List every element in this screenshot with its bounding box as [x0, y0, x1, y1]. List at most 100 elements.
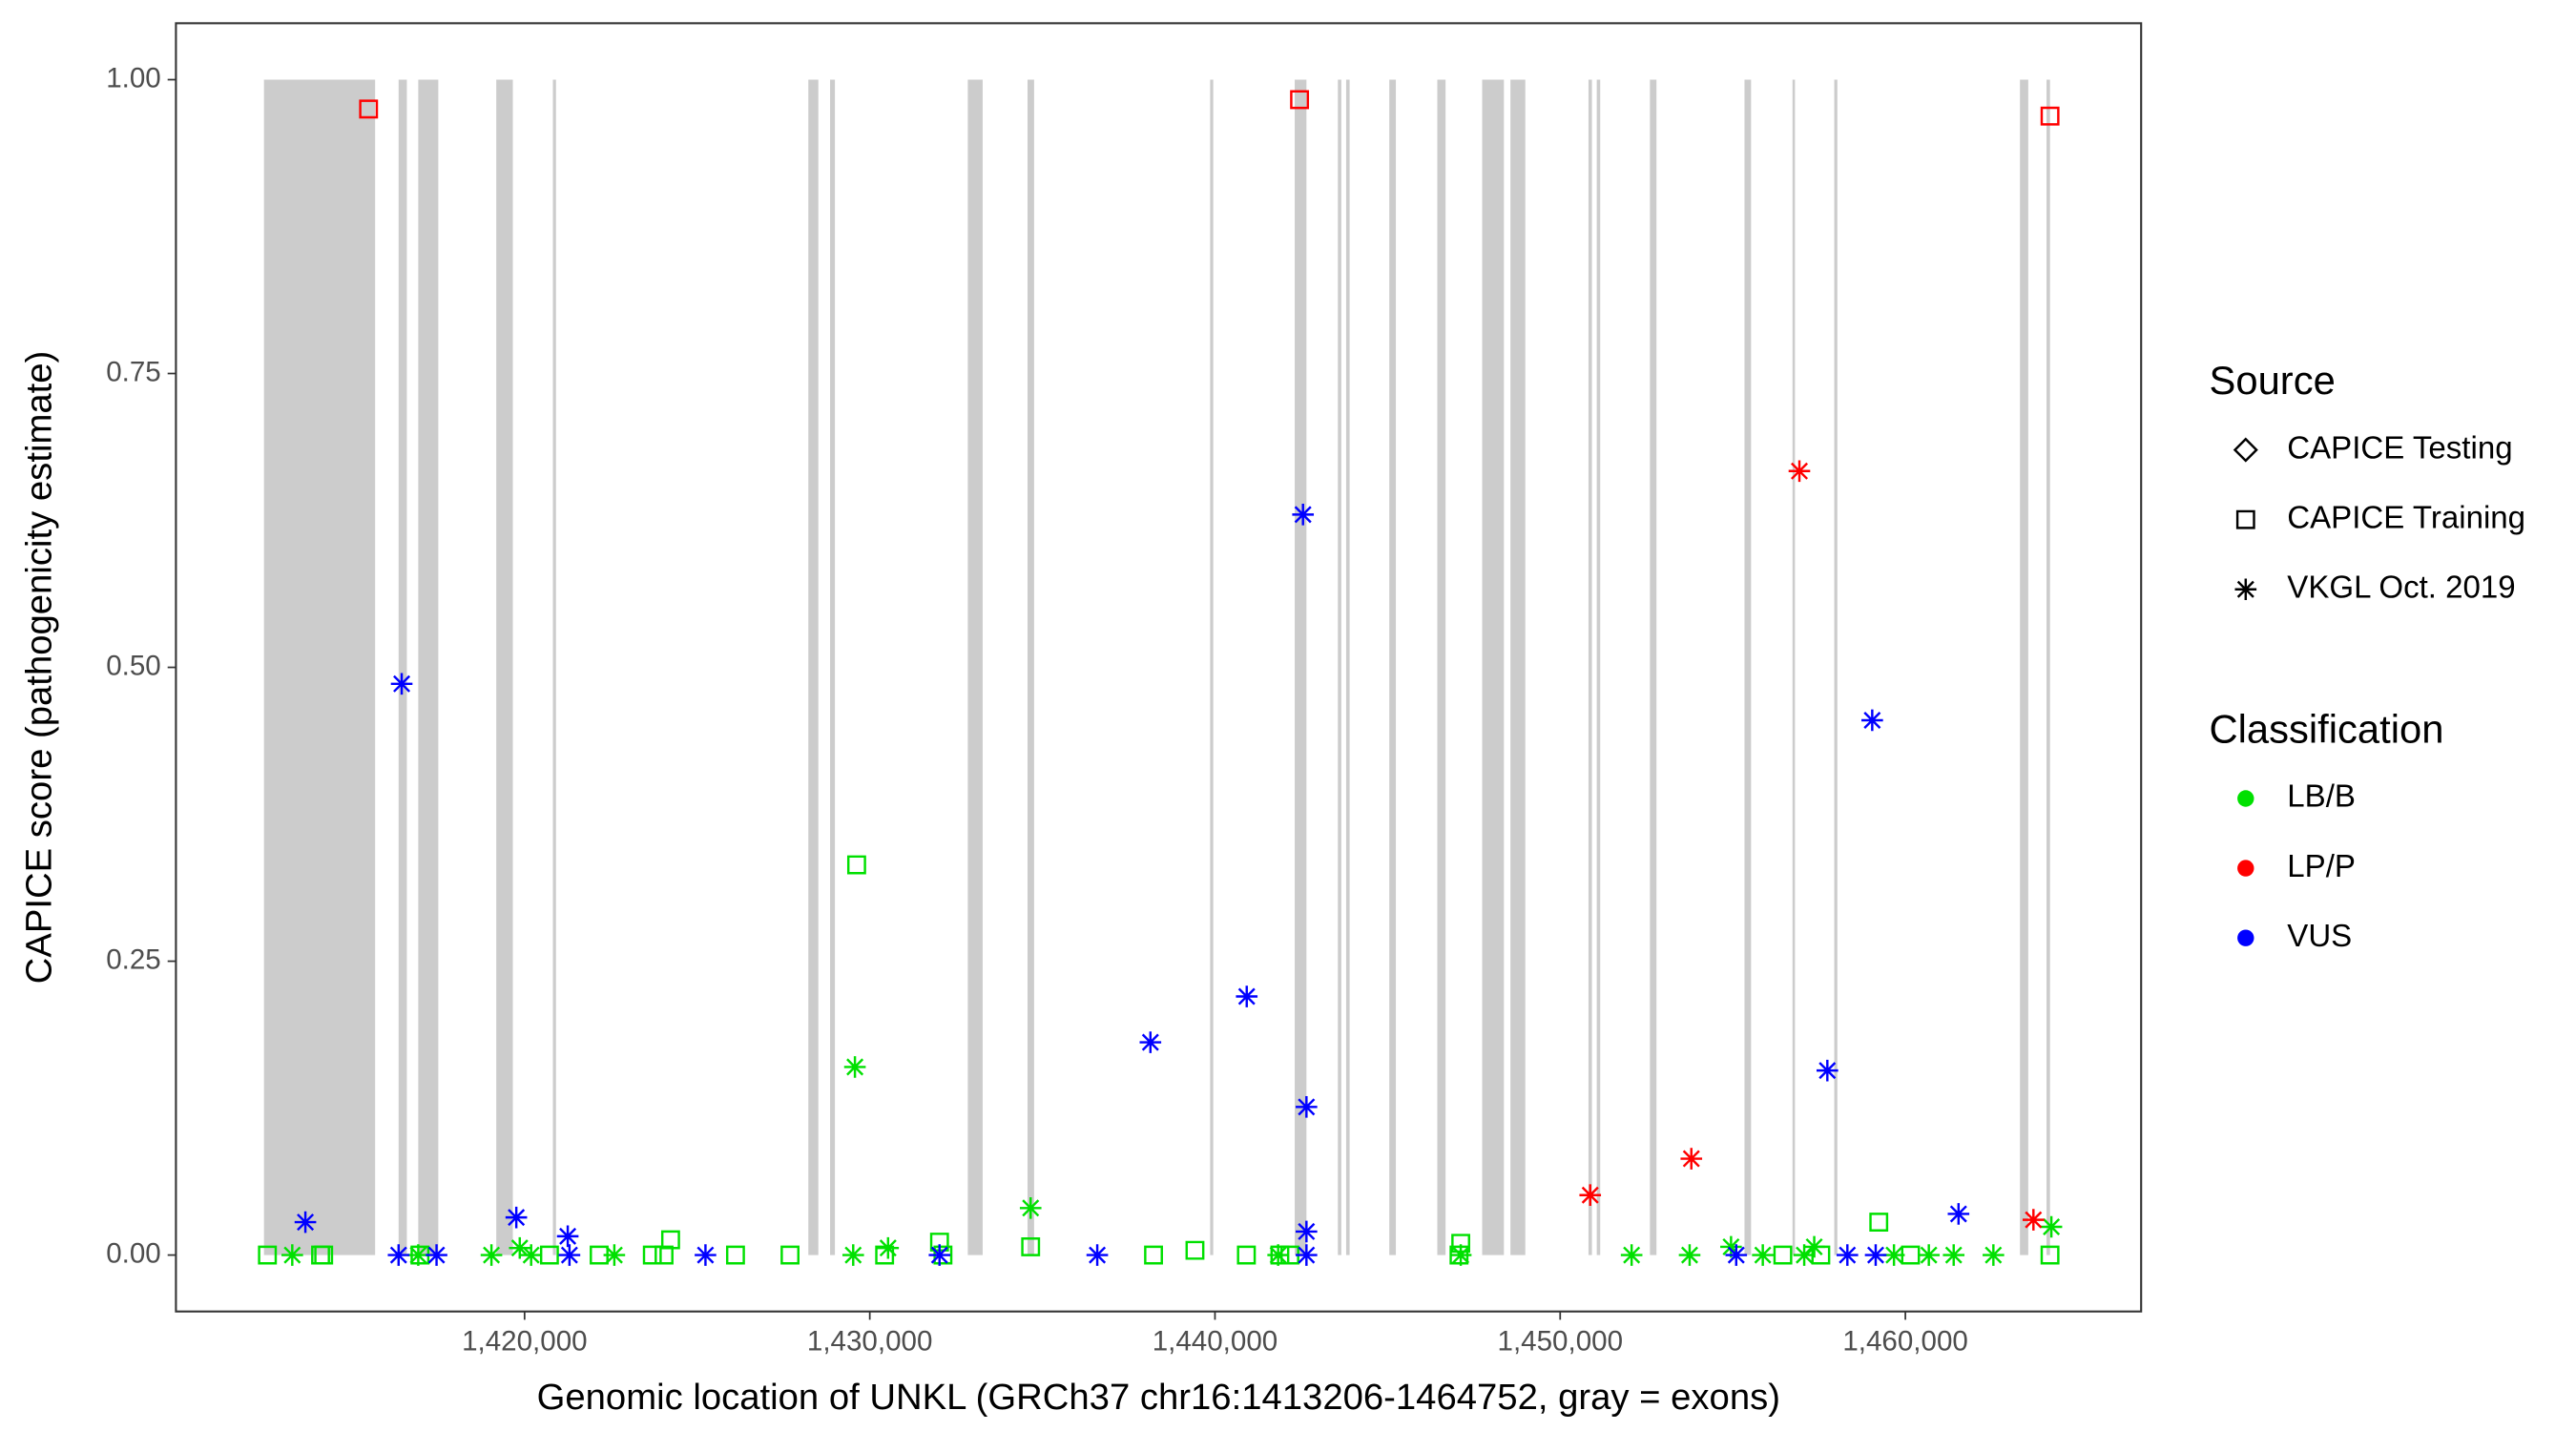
- x-axis-title: Genomic location of UNKL (GRCh37 chr16:1…: [537, 1377, 1780, 1418]
- exon: [1027, 79, 1034, 1255]
- data-point: [1942, 1244, 1965, 1266]
- data-point: [1788, 460, 1811, 483]
- data-point: [1290, 90, 1310, 110]
- exon: [418, 79, 439, 1255]
- data-point: [1773, 1245, 1793, 1265]
- data-point: [1901, 1245, 1921, 1265]
- data-point: [1267, 1244, 1289, 1266]
- legend-label: CAPICE Training: [2287, 500, 2525, 535]
- data-point: [695, 1244, 717, 1266]
- data-point: [1836, 1244, 1859, 1266]
- data-point: [1680, 1148, 1703, 1170]
- data-point: [1678, 1244, 1701, 1266]
- exon: [496, 79, 513, 1255]
- exon: [1345, 79, 1350, 1255]
- legend-label: LB/B: [2287, 779, 2356, 815]
- data-point: [390, 673, 413, 695]
- exon: [263, 79, 376, 1255]
- data-point: [841, 1244, 864, 1266]
- data-point: [1817, 1059, 1839, 1082]
- data-point: [1983, 1244, 2005, 1266]
- data-point: [846, 855, 866, 875]
- data-point: [1947, 1203, 1970, 1225]
- exon: [1437, 79, 1446, 1255]
- y-tick-label: 0.50: [106, 650, 161, 681]
- data-point: [1579, 1184, 1602, 1207]
- data-point: [407, 1244, 429, 1266]
- legend-key: [2237, 929, 2254, 946]
- data-point: [1882, 1244, 1905, 1266]
- legend-label: VKGL Oct. 2019: [2287, 570, 2515, 605]
- data-point: [1144, 1245, 1163, 1265]
- legend-label: VUS: [2287, 919, 2352, 954]
- data-point: [929, 1233, 949, 1252]
- legend-label: LP/P: [2287, 849, 2356, 884]
- data-point: [1086, 1244, 1109, 1266]
- data-point: [1725, 1244, 1748, 1266]
- exon: [1210, 79, 1214, 1255]
- data-point: [780, 1245, 800, 1265]
- exon: [1596, 79, 1601, 1255]
- data-point: [2040, 106, 2060, 126]
- legend-key: [2234, 578, 2257, 601]
- exon: [1792, 79, 1796, 1255]
- data-point: [1236, 985, 1258, 1007]
- data-point: [558, 1244, 581, 1266]
- exon: [552, 79, 556, 1255]
- y-tick-label: 0.75: [106, 356, 161, 387]
- data-point: [539, 1245, 559, 1265]
- data-point: [2040, 1215, 2063, 1238]
- data-point: [294, 1211, 317, 1234]
- y-tick-label: 0.00: [106, 1237, 161, 1269]
- data-point: [1861, 709, 1883, 732]
- exon: [1510, 79, 1526, 1255]
- y-tick-label: 0.25: [106, 944, 161, 975]
- data-point: [928, 1244, 951, 1266]
- data-point: [258, 1245, 278, 1265]
- data-point: [2040, 1245, 2060, 1265]
- x-tick-label: 1,430,000: [807, 1326, 932, 1358]
- data-point: [1449, 1244, 1472, 1266]
- exon: [808, 79, 819, 1255]
- exon: [1834, 79, 1838, 1255]
- data-point: [410, 1245, 430, 1265]
- data-point: [1620, 1244, 1643, 1266]
- data-point: [426, 1244, 447, 1266]
- legend-key: [2235, 509, 2255, 529]
- data-point: [1236, 1245, 1257, 1265]
- exon: [2020, 79, 2028, 1255]
- y-axis-title: CAPICE score (pathogenicity estimate): [19, 351, 60, 985]
- panel-border: [175, 22, 2143, 1313]
- data-point: [1296, 1096, 1318, 1118]
- data-point: [1139, 1031, 1162, 1053]
- data-point: [1296, 1220, 1318, 1243]
- x-tick-label: 1,420,000: [462, 1326, 587, 1358]
- data-point: [1185, 1240, 1205, 1260]
- exon: [1588, 79, 1592, 1255]
- exon: [398, 79, 407, 1255]
- exon: [830, 79, 836, 1255]
- data-point: [1720, 1235, 1742, 1258]
- data-point: [660, 1230, 680, 1250]
- data-point: [509, 1236, 531, 1259]
- x-tick-label: 1,460,000: [1842, 1326, 1967, 1358]
- legend-key: [2233, 437, 2258, 463]
- exon: [1338, 79, 1341, 1255]
- data-point: [642, 1245, 662, 1265]
- x-tick-label: 1,450,000: [1498, 1326, 1623, 1358]
- data-point: [314, 1245, 334, 1265]
- x-tick-label: 1,440,000: [1153, 1326, 1278, 1358]
- data-point: [1021, 1237, 1041, 1256]
- data-point: [603, 1244, 626, 1266]
- data-point: [2023, 1209, 2045, 1231]
- data-point: [480, 1244, 503, 1266]
- legend-label: CAPICE Testing: [2287, 430, 2512, 466]
- data-point: [1869, 1213, 1889, 1232]
- data-point: [1803, 1235, 1825, 1258]
- data-point: [877, 1236, 900, 1259]
- data-point: [520, 1244, 543, 1266]
- data-point: [654, 1245, 674, 1265]
- data-point: [505, 1206, 528, 1229]
- exon: [1744, 79, 1752, 1255]
- data-point: [281, 1244, 303, 1266]
